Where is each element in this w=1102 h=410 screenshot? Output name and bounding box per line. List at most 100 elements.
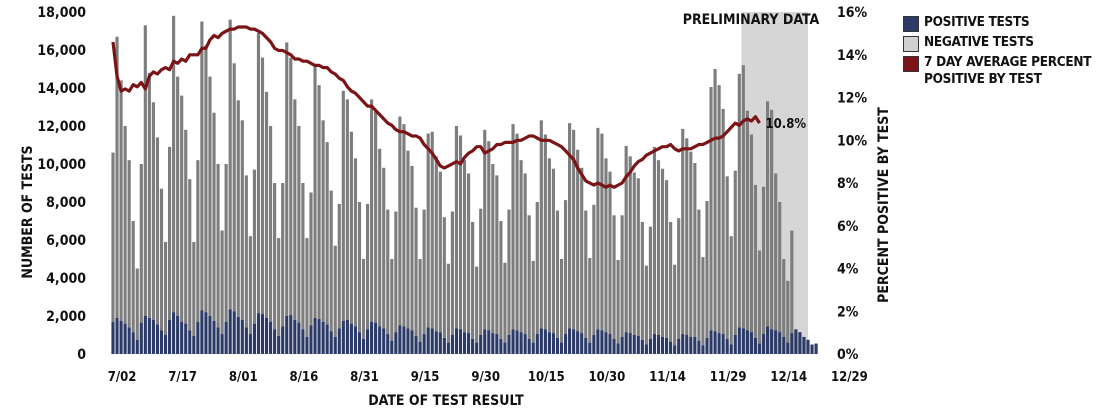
positive-bar — [568, 328, 572, 354]
negative-bar — [543, 134, 547, 330]
positive-bar — [325, 324, 329, 354]
y-tick-label: 14,000 — [37, 81, 86, 97]
negative-bar — [163, 241, 168, 335]
positive-bar — [717, 333, 721, 354]
negative-bar — [240, 120, 244, 320]
negative-bar — [790, 230, 794, 334]
positive-bar — [814, 343, 818, 354]
negative-bar — [345, 99, 349, 320]
positive-bar — [159, 330, 164, 354]
legend-item-negative: NEGATIVE TESTS — [903, 34, 1098, 52]
positive-bar — [547, 332, 551, 354]
negative-bar — [115, 36, 119, 318]
positive-bar — [511, 329, 515, 354]
negative-bar — [317, 85, 321, 319]
positive-bar — [632, 335, 636, 354]
negative-bar — [471, 221, 475, 339]
positive-bar — [260, 314, 265, 354]
negative-bar — [673, 264, 677, 346]
x-axis-title: DATE OF TEST RESULT — [368, 393, 524, 409]
negative-bar — [693, 163, 697, 337]
negative-bar — [515, 133, 519, 331]
negative-bar — [729, 236, 733, 345]
positive-bar — [390, 340, 394, 354]
positive-bar — [636, 335, 640, 354]
negative-bar — [264, 91, 269, 318]
y-tick-label: 8,000 — [46, 195, 86, 211]
negative-bar — [143, 25, 147, 317]
legend-swatch-average — [903, 56, 919, 72]
positive-bar — [281, 326, 285, 354]
negative-bar — [701, 257, 705, 346]
negative-bar — [200, 21, 204, 311]
positive-bar — [313, 317, 317, 354]
negative-bar — [119, 80, 123, 321]
positive-bar — [527, 338, 531, 354]
negative-bar — [600, 133, 604, 331]
positive-bar — [402, 326, 406, 354]
negative-bar — [596, 127, 600, 330]
positive-bar — [119, 320, 123, 354]
negative-bar — [151, 102, 155, 320]
x-tick-label: 9/30 — [471, 370, 500, 385]
negative-bar — [774, 173, 778, 331]
positive-bar — [446, 342, 450, 354]
negative-bar — [167, 146, 172, 320]
negative-bar — [450, 211, 454, 335]
positive-bar — [608, 334, 612, 354]
negative-bar — [333, 245, 337, 337]
line-end-label: 10.8% — [766, 117, 807, 132]
positive-bar — [450, 335, 454, 354]
positive-bar — [677, 338, 681, 354]
positive-bar — [394, 332, 398, 354]
positive-bar — [301, 329, 305, 354]
negative-bar — [555, 210, 560, 338]
positive-bar — [693, 336, 697, 354]
negative-bar — [313, 65, 317, 318]
negative-bar — [370, 99, 374, 322]
negative-bar — [749, 134, 754, 333]
positive-bar — [507, 335, 511, 354]
positive-bar — [147, 317, 151, 354]
negative-bar — [584, 210, 588, 338]
negative-bar — [184, 129, 188, 324]
positive-bar — [374, 322, 378, 354]
negative-bar — [576, 149, 580, 332]
positive-bar — [802, 336, 806, 354]
negative-bar — [309, 192, 313, 326]
x-tick-label: 8/31 — [350, 370, 379, 385]
positive-bar — [770, 329, 774, 354]
positive-bar — [660, 336, 665, 354]
negative-bar — [442, 217, 446, 338]
positive-bar — [790, 333, 794, 354]
negative-bar — [454, 126, 459, 329]
negative-bar — [123, 126, 127, 324]
y2-tick-label: 6% — [837, 219, 859, 235]
negative-bar — [551, 168, 556, 334]
negative-bar — [349, 131, 353, 324]
x-tick-label: 12/29 — [831, 370, 868, 385]
positive-bar — [345, 319, 349, 354]
positive-bar — [111, 321, 115, 354]
x-tick-label: 10/30 — [589, 370, 626, 385]
positive-bar — [467, 333, 471, 354]
positive-bar — [806, 339, 810, 354]
positive-bar — [139, 322, 143, 354]
y-tick-label: 18,000 — [37, 5, 86, 21]
y-axis-ticks: 18,000 16,000 14,000 12,000 10,000 8,000 6,000… — [37, 5, 86, 363]
positive-bar — [701, 345, 705, 354]
positive-bar — [640, 339, 644, 354]
bars-group — [111, 15, 818, 354]
y2-tick-label: 14% — [837, 48, 868, 64]
positive-bar — [329, 331, 333, 354]
negative-bar — [180, 95, 184, 322]
positive-bar — [604, 332, 608, 354]
negative-bar — [462, 160, 467, 333]
positive-bar — [228, 309, 232, 354]
positive-bar — [224, 321, 228, 354]
negative-bar — [559, 259, 564, 343]
positive-bar — [188, 330, 192, 354]
positive-bar — [697, 340, 701, 354]
negative-bar — [681, 128, 685, 335]
negative-bar — [572, 129, 576, 330]
